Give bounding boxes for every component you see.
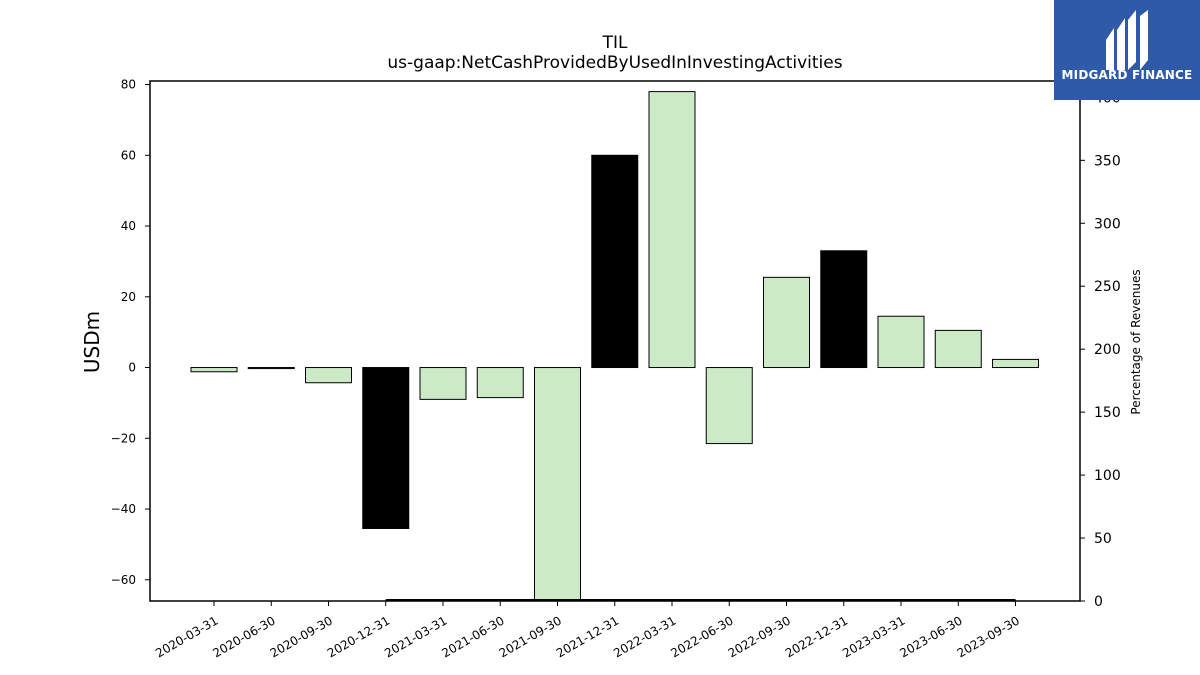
logo-text: MIDGARD FINANCE (1061, 68, 1193, 82)
y2-tick-label: 350 (1094, 153, 1121, 169)
x-tick-label: 2023-09-30 (955, 613, 1022, 660)
y-tick-label: −40 (111, 502, 136, 516)
bar (247, 367, 295, 370)
x-tick-label: 2022-03-31 (611, 613, 678, 660)
bar (362, 367, 410, 529)
x-tick-label: 2023-06-30 (897, 613, 964, 660)
y2-tick-label: 300 (1094, 216, 1121, 232)
x-tick-label: 2023-03-31 (840, 613, 907, 660)
y-tick-label: −20 (111, 431, 136, 445)
y-tick-label: 20 (121, 290, 136, 304)
chart-subtitle: us-gaap:NetCashProvidedByUsedInInvesting… (387, 53, 842, 73)
bar (877, 315, 925, 369)
x-tick-label: 2020-12-31 (325, 613, 392, 660)
chart-title: TIL (602, 33, 628, 53)
bar (992, 358, 1039, 369)
bar (763, 276, 810, 369)
y2-tick-label: 150 (1094, 405, 1121, 421)
brand-logo: MIDGARD FINANCE (1054, 0, 1200, 100)
y-tick-label: 80 (121, 78, 136, 92)
y-axis-label: USDm (80, 311, 104, 373)
x-tick-label: 2020-03-31 (153, 613, 220, 660)
x-tick-label: 2022-12-31 (783, 613, 850, 660)
bar (305, 367, 352, 384)
bar (190, 367, 238, 373)
x-tick-label: 2020-06-30 (210, 613, 277, 660)
y-tick-label: 0 (128, 361, 136, 375)
x-tick-label: 2021-03-31 (382, 613, 449, 660)
x-tick-label: 2022-09-30 (726, 613, 793, 660)
y-tick-label: 40 (121, 219, 136, 233)
y2-tick-label: 0 (1094, 594, 1103, 610)
bar (419, 367, 467, 400)
bar (820, 250, 868, 369)
x-tick-label: 2022-06-30 (668, 613, 735, 660)
bar (591, 154, 639, 369)
bar (934, 329, 982, 369)
y2-tick-label: 250 (1094, 279, 1121, 295)
x-tick-label: 2021-12-31 (554, 613, 621, 660)
bar (534, 367, 581, 602)
y-tick-label: 60 (121, 148, 136, 162)
y-tick-label: −60 (111, 573, 136, 587)
bar-group (190, 91, 1039, 602)
y2-tick-label: 100 (1094, 468, 1121, 484)
y2-axis-label: Percentage of Revenues (1129, 269, 1143, 414)
bar (648, 91, 696, 369)
bar (705, 367, 753, 445)
y2-tick-label: 200 (1094, 342, 1121, 358)
y2-tick-label: 50 (1094, 531, 1112, 547)
bar (476, 367, 524, 399)
x-tick-label: 2021-06-30 (439, 613, 506, 660)
logo-icon (1106, 10, 1148, 70)
x-tick-label: 2020-09-30 (268, 613, 335, 660)
x-tick-label: 2021-09-30 (497, 613, 564, 660)
